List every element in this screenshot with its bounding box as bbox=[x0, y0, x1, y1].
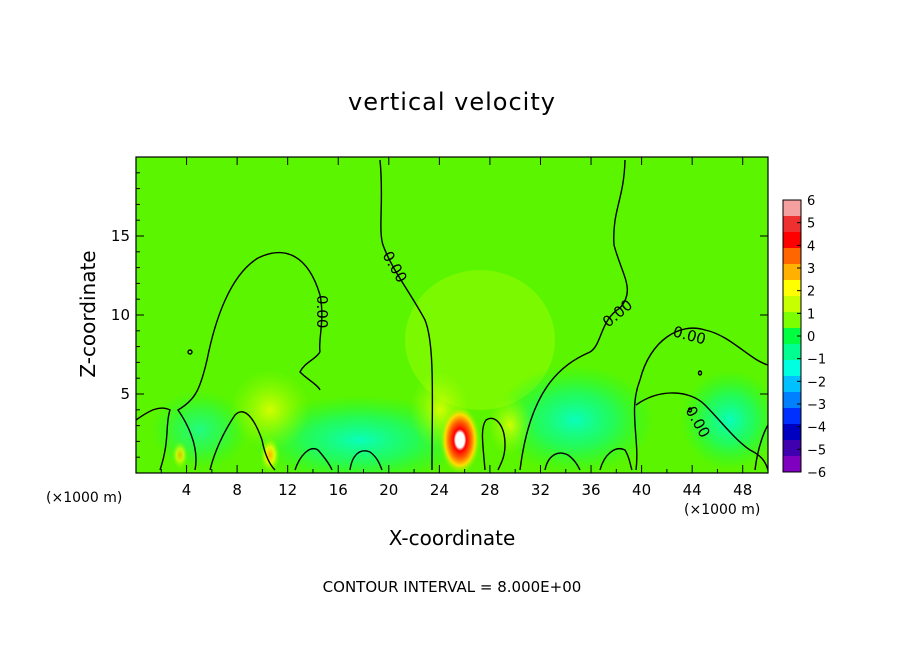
colorbar-segment bbox=[783, 216, 801, 233]
colorbar-tick-label: 4 bbox=[807, 239, 815, 254]
y-tick-label: 10 bbox=[111, 306, 130, 324]
colorbar-tick-label: −1 bbox=[807, 353, 826, 368]
colorbar-segment bbox=[783, 264, 801, 281]
colorbar-tick-label: −2 bbox=[807, 375, 826, 390]
x-tick-label: 12 bbox=[278, 481, 297, 499]
chart-title: vertical velocity bbox=[348, 88, 556, 116]
colorbar-segment bbox=[783, 360, 801, 377]
colorbar bbox=[782, 199, 802, 473]
colorbar-segment bbox=[783, 344, 801, 361]
colorbar-tick-label: 3 bbox=[807, 262, 815, 277]
colorbar-tick-label: 5 bbox=[807, 217, 815, 232]
colorbar-segment bbox=[783, 376, 801, 393]
velocity-field bbox=[150, 270, 768, 473]
x-tick-label: 48 bbox=[733, 481, 752, 499]
colorbar-segment bbox=[783, 456, 801, 473]
colorbar-segment bbox=[783, 392, 801, 409]
contour-label: 0.00 bbox=[313, 295, 331, 328]
x-unit-label-right: (×1000 m) bbox=[684, 502, 761, 518]
x-tick-label: 32 bbox=[531, 481, 550, 499]
y-tick-label: 15 bbox=[111, 227, 130, 245]
colorbar-tick-label: 2 bbox=[807, 285, 815, 300]
colorbar-segment bbox=[783, 312, 801, 329]
colorbar-tick-label: −5 bbox=[807, 443, 826, 458]
x-tick-label: 24 bbox=[430, 481, 449, 499]
x-axis-label: X-coordinate bbox=[388, 526, 516, 550]
colorbar-segment bbox=[783, 232, 801, 249]
colorbar-tick-label: 1 bbox=[807, 307, 815, 322]
colorbar-tick-label: 6 bbox=[807, 194, 815, 209]
colorbar-segment bbox=[783, 408, 801, 425]
x-tick-label: 36 bbox=[581, 481, 600, 499]
colorbar-segment bbox=[783, 200, 801, 217]
colorbar-segment bbox=[783, 280, 801, 297]
colorbar-segment bbox=[783, 328, 801, 345]
x-tick-label: 44 bbox=[683, 481, 702, 499]
colorbar-segment bbox=[783, 424, 801, 441]
x-tick-label: 16 bbox=[329, 481, 348, 499]
y-axis-label: Z-coordinate bbox=[76, 250, 100, 378]
y-tick-label: 5 bbox=[120, 385, 130, 403]
colorbar-segment bbox=[783, 296, 801, 313]
colorbar-tick-label: −4 bbox=[807, 421, 826, 436]
contour-interval-note: CONTOUR INTERVAL = 8.000E+00 bbox=[322, 578, 582, 596]
colorbar-segment bbox=[783, 248, 801, 265]
x-tick-label: 20 bbox=[379, 481, 398, 499]
colorbar-segment bbox=[783, 440, 801, 457]
x-tick-label: 40 bbox=[632, 481, 651, 499]
x-unit-label-left: (×1000 m) bbox=[46, 490, 123, 506]
contour-lines bbox=[136, 159, 768, 471]
x-tick-label: 8 bbox=[232, 481, 242, 499]
x-tick-label: 28 bbox=[480, 481, 499, 499]
colorbar-tick-label: −3 bbox=[807, 398, 826, 413]
colorbar-tick-label: −6 bbox=[807, 466, 826, 481]
colorbar-tick-label: 0 bbox=[807, 330, 815, 345]
x-tick-label: 4 bbox=[182, 481, 192, 499]
